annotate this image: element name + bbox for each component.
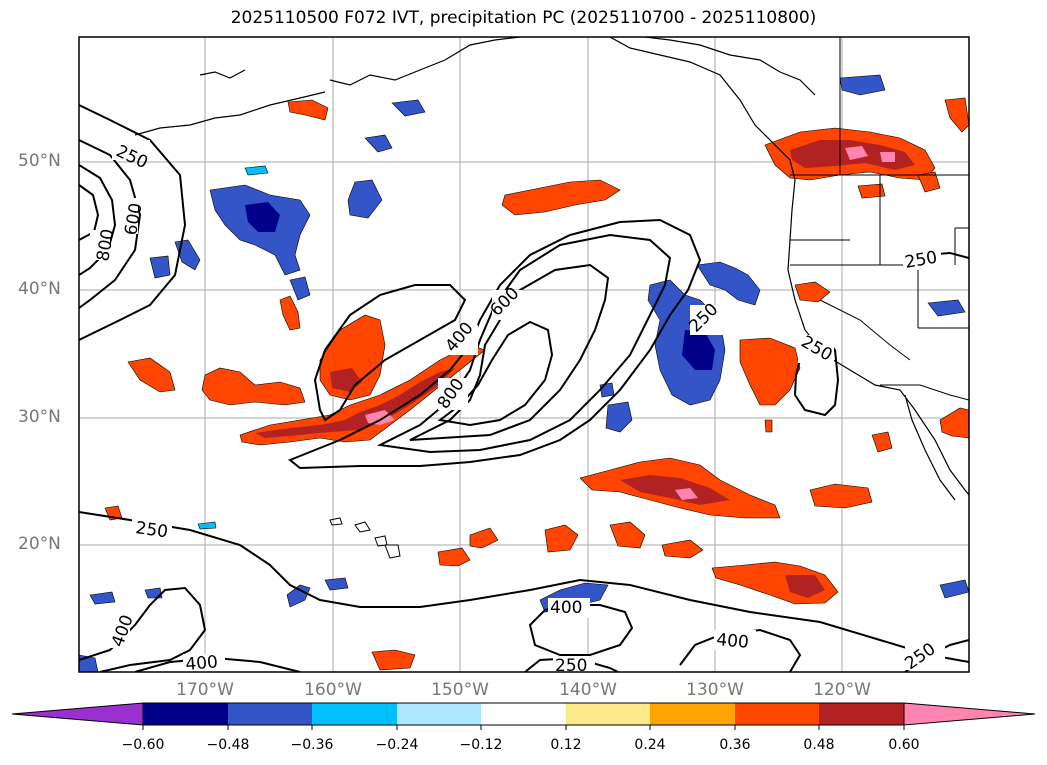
lat-label-40n: 40°N [18,279,61,299]
map-title: 2025110500 F072 IVT, precipitation PC (2… [230,8,817,28]
colorbar-tick-label: −0.12 [459,737,503,753]
hawaii-islands [329,517,401,559]
lat-label-30n: 30°N [18,407,61,427]
colorbar-tick-label: −0.24 [375,737,419,753]
colorbar-tick-label: −0.48 [206,737,250,753]
coastlines [134,37,969,501]
colorbar-bin [481,703,566,725]
colorbar-bin [735,703,819,725]
colorbar-tick-label: −0.60 [121,737,165,753]
colorbar-bin [228,703,312,725]
borders [790,37,969,401]
colorbar-bin [819,703,904,725]
lon-label-140w: 140°W [559,680,617,700]
contour-label-250-sw: 250 [134,518,169,542]
contour-label-400-south: 400 [185,652,219,675]
positive-precip-areas [104,97,969,671]
colorbar-tick-label: 0.48 [803,737,835,753]
colorbar-tick-label: −0.36 [290,737,334,753]
lat-label-20n: 20°N [18,534,61,554]
contour-label-400-south-east: 400 [716,630,750,653]
colorbar-tick-label: 0.36 [719,737,751,753]
contour-label-400-south-center: 400 [550,598,582,618]
colorbar-bin [312,703,397,725]
lon-label-170w: 170°W [176,680,234,700]
colorbar-tick-label: 0.12 [550,737,582,753]
contour-label-250-south: 250 [555,656,587,676]
lon-label-160w: 160°W [304,680,362,700]
lat-label-50n: 50°N [18,151,61,171]
colorbar-tick-label: 0.60 [888,737,920,753]
negative-precip-areas [79,74,969,672]
lon-label-150w: 150°W [431,680,489,700]
colorbar [11,702,1036,730]
colorbar-bin [650,703,735,725]
colorbar-bin [143,703,228,725]
colorbar-arrow-left [11,702,144,726]
colorbar-tick-label: 0.24 [634,737,666,753]
colorbar-arrow-right [903,702,1036,726]
lon-label-130w: 130°W [686,680,744,700]
colorbar-bin [566,703,650,725]
lon-label-120w: 120°W [813,680,871,700]
colorbar-bin [397,703,481,725]
